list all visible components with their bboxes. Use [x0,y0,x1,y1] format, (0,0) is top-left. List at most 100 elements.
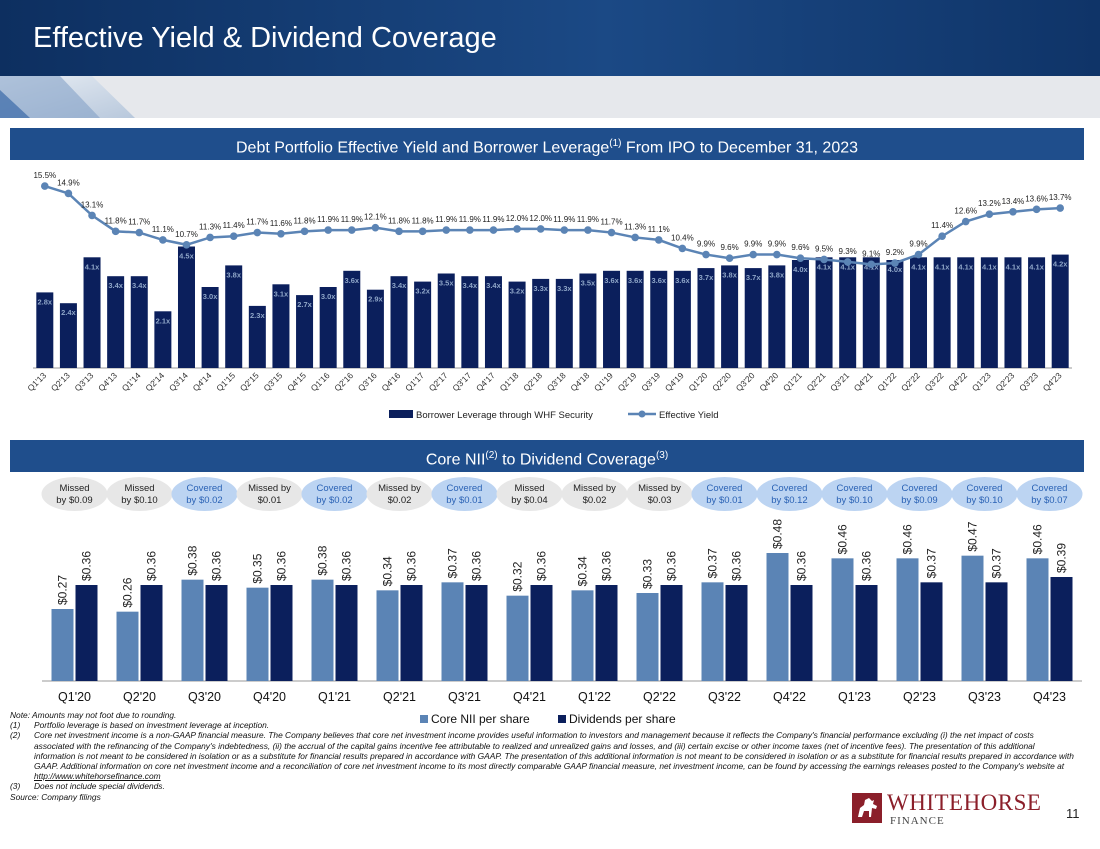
header-graphic [0,0,1100,118]
effective-yield-point [536,225,545,233]
effective-yield-point [749,250,758,259]
leverage-bar-label: 4.1x [817,262,832,271]
core-nii-label: $0.38 [186,545,200,575]
effective-yield-label: 11.8% [294,216,316,225]
effective-yield-label: 11.7% [246,218,268,227]
leverage-bar-label: 3.6x [675,276,690,285]
core-nii-label: $0.46 [901,524,915,554]
effective-yield-label: 13.1% [81,200,104,209]
callout-line1: Missed by [248,483,291,494]
effective-yield-point [135,228,144,237]
leverage-bar [532,278,550,368]
effective-yield-point [985,210,994,219]
dividend-label: $0.36 [795,551,809,581]
core-nii-label: $0.48 [771,519,785,549]
website-link[interactable]: http://www.whitehorsefinance.com [34,771,161,782]
legend-label-core-nii: Core NII per share [431,712,530,726]
callout-line2: $0.03 [648,495,672,506]
callout-line2: by $0.01 [706,495,742,506]
leverage-bar [107,276,125,368]
note-number: (2) [10,730,21,741]
horse-icon [852,793,882,823]
effective-yield-label: 14.9% [57,178,80,187]
effective-yield-point [206,233,214,242]
leverage-bar-label: 3.0x [321,292,336,301]
missed-callout [106,477,173,511]
missed-callout [236,477,303,511]
leverage-bar [1004,257,1022,368]
leverage-bar [626,270,644,368]
effective-yield-label: 10.4% [671,233,694,242]
core-nii-bar [961,555,984,681]
effective-yield-point [678,244,687,253]
logo-subtitle: FINANCE [890,815,945,827]
core-nii-bar [831,558,854,681]
effective-yield-point [324,226,332,234]
effective-yield-label: 11.3% [199,222,221,231]
page-number: 11 [1066,806,1080,821]
effective-yield-label: 9.9% [744,240,762,249]
dividend-bar [725,585,748,681]
leverage-bar [508,281,526,368]
dividend-label: $0.36 [145,551,159,581]
effective-yield-point [938,232,946,241]
missed-callout [561,477,628,511]
leverage-bar [744,268,762,368]
leverage-bar-label: 4.1x [1029,262,1044,271]
leverage-bar-label: 2.3x [250,311,265,320]
dividend-label: $0.36 [405,551,419,581]
core-nii-label: $0.37 [446,548,460,578]
effective-yield-label: 15.5% [33,171,56,180]
effective-yield-label: 12.0% [506,214,529,223]
x-tick-label: Q2'21 [383,690,416,704]
effective-yield-point [159,236,167,244]
callout-line1: Missed [514,483,544,494]
leverage-bar-label: 4.1x [840,262,855,271]
core-nii-bar [896,558,919,681]
callout-line1: Covered [447,483,483,494]
callout-line1: Covered [772,483,808,494]
x-tick-label: Q4'21 [513,690,546,704]
leverage-bar [130,276,148,368]
legend-label-yield: Effective Yield [659,410,719,421]
core-nii-label: $0.26 [121,577,135,607]
effective-yield-label: 9.3% [839,247,857,256]
core-nii-bar [701,582,724,681]
x-tick-label: Q2'22 [643,690,676,704]
effective-yield-point [229,232,238,241]
leverage-bar [980,257,998,368]
effective-yield-point [1056,204,1064,212]
effective-yield-label: 9.6% [720,243,738,252]
effective-yield-point [277,229,285,238]
core-nii-label: $0.47 [966,521,980,551]
leverage-bar [603,270,621,368]
leverage-bar [248,305,266,368]
leverage-bar-label: 4.1x [1006,262,1021,271]
x-tick-label: Q3'20 [188,690,221,704]
dividend-bar [335,585,358,681]
effective-yield-label: 13.4% [1002,197,1025,206]
dividend-bar [595,585,618,681]
leverage-bar-label: 3.1x [274,289,289,298]
leverage-bar-label: 3.8x [770,270,785,279]
effective-yield-label: 13.7% [1049,193,1072,202]
footnotes: Note: Amounts may not foot due to roundi… [10,710,1075,802]
note-source: Source: Company filings [10,791,101,802]
dividend-label: $0.36 [340,551,354,581]
effective-yield-label: 9.2% [886,248,904,257]
note-rounding: Note: Amounts may not foot due to roundi… [10,710,177,720]
core-nii-bar [376,590,399,681]
callout-line2: by $0.01 [446,495,482,506]
effective-yield-point [371,223,380,232]
logo-wordmark: WHITEHORSE [887,790,1042,815]
callout-line2: by $0.10 [836,495,872,506]
leverage-bar-label: 2.4x [61,308,76,317]
leverage-bar [366,289,384,368]
effective-yield-label: 11.8% [412,216,434,225]
dividend-label: $0.36 [275,551,289,581]
dividend-label: $0.36 [665,551,679,581]
leverage-bar [484,276,502,368]
core-nii-bar [571,590,594,681]
covered-callout [171,477,238,511]
effective-yield-point [347,226,356,234]
